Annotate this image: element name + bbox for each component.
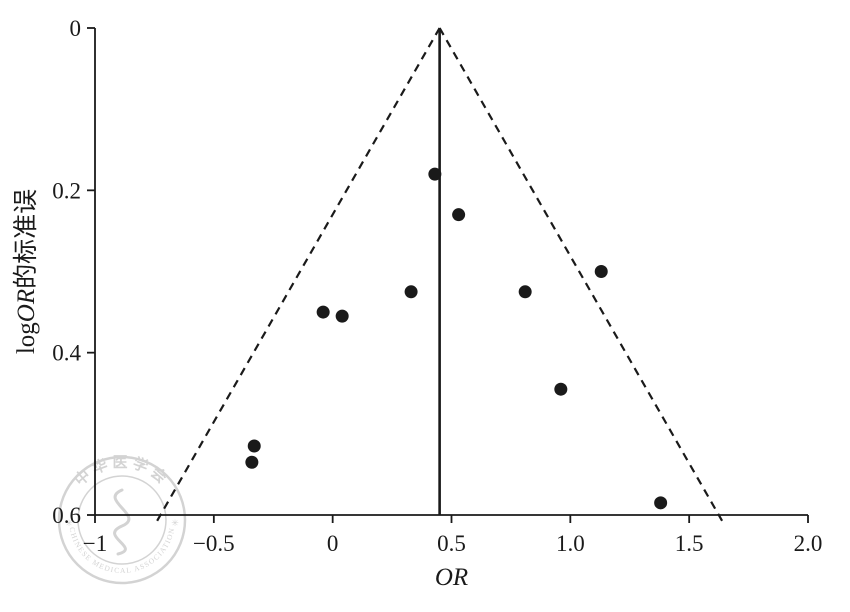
study-scatter-point <box>554 382 568 396</box>
study-scatter-point <box>335 309 349 323</box>
study-scatter-point <box>316 305 330 319</box>
watermark-snake-emblem <box>113 488 131 556</box>
y-axis-title-part: 的标准误 <box>12 189 40 289</box>
x-tick-label: 0.5 <box>437 531 466 556</box>
x-axis-title: OR <box>435 564 468 591</box>
study-scatter-point <box>594 265 608 278</box>
study-scatter-point <box>654 496 668 510</box>
x-tick-label: 1.5 <box>675 531 704 556</box>
x-tick-label: 0 <box>327 531 339 556</box>
x-tick-label: −1 <box>83 531 107 556</box>
watermark-separator-star: ✳ <box>171 518 179 528</box>
study-scatter-point <box>452 208 466 222</box>
x-tick-label: 2.0 <box>794 531 823 556</box>
funnel-left-dashed-line <box>153 27 441 527</box>
y-tick-label: 0.4 <box>52 341 81 366</box>
watermark-inner-circle <box>77 475 167 565</box>
y-axis-title-part: OR <box>13 289 40 322</box>
y-tick-label: 0.6 <box>52 503 81 528</box>
watermark-cn-textpath: 中华医学会 <box>71 454 170 489</box>
study-scatter-point <box>518 285 532 299</box>
study-scatter-point <box>428 167 442 181</box>
study-scatter-point <box>404 285 418 299</box>
y-tick-label: 0 <box>70 16 82 41</box>
x-tick-label: −0.5 <box>193 531 235 556</box>
study-scatter-point <box>245 455 259 469</box>
x-tick-label: 1.0 <box>556 531 585 556</box>
watermark-separator-star: ✳ <box>65 518 73 528</box>
y-axis-title: logOR的标准误 <box>12 189 40 354</box>
watermark-outer-circle <box>57 455 187 585</box>
watermark-cn-text: 中华医学会 <box>71 454 174 489</box>
y-tick-label: 0.2 <box>52 178 81 203</box>
funnel-right-dashed-line <box>438 27 726 527</box>
y-axis-title-part: log <box>13 322 40 354</box>
study-scatter-point <box>247 439 261 453</box>
